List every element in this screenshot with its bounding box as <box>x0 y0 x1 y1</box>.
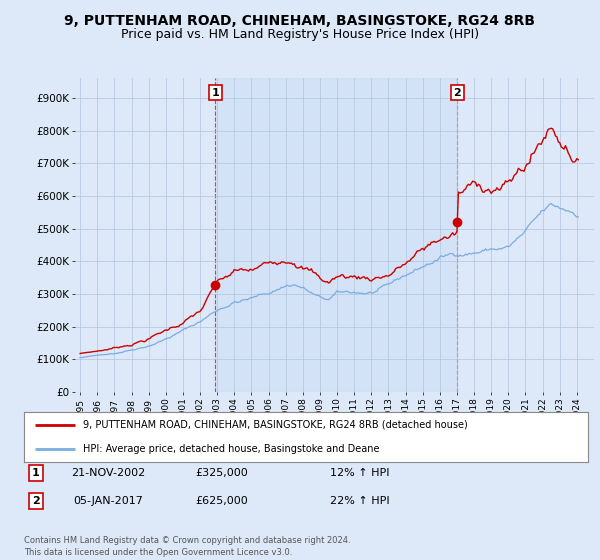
Text: Price paid vs. HM Land Registry's House Price Index (HPI): Price paid vs. HM Land Registry's House … <box>121 28 479 41</box>
Text: 1: 1 <box>32 468 40 478</box>
Bar <box>215 78 457 392</box>
Text: 1: 1 <box>212 87 220 97</box>
Text: HPI: Average price, detached house, Basingstoke and Deane: HPI: Average price, detached house, Basi… <box>83 444 380 454</box>
Text: 9, PUTTENHAM ROAD, CHINEHAM, BASINGSTOKE, RG24 8RB: 9, PUTTENHAM ROAD, CHINEHAM, BASINGSTOKE… <box>65 14 536 28</box>
Text: 2: 2 <box>454 87 461 97</box>
Text: 9, PUTTENHAM ROAD, CHINEHAM, BASINGSTOKE, RG24 8RB (detached house): 9, PUTTENHAM ROAD, CHINEHAM, BASINGSTOKE… <box>83 419 468 430</box>
Text: Contains HM Land Registry data © Crown copyright and database right 2024.
This d: Contains HM Land Registry data © Crown c… <box>24 536 350 557</box>
Text: 05-JAN-2017: 05-JAN-2017 <box>73 496 143 506</box>
Text: 2: 2 <box>32 496 40 506</box>
Text: £625,000: £625,000 <box>196 496 248 506</box>
Text: 21-NOV-2002: 21-NOV-2002 <box>71 468 145 478</box>
Text: 22% ↑ HPI: 22% ↑ HPI <box>330 496 389 506</box>
Text: 12% ↑ HPI: 12% ↑ HPI <box>330 468 389 478</box>
Text: £325,000: £325,000 <box>196 468 248 478</box>
